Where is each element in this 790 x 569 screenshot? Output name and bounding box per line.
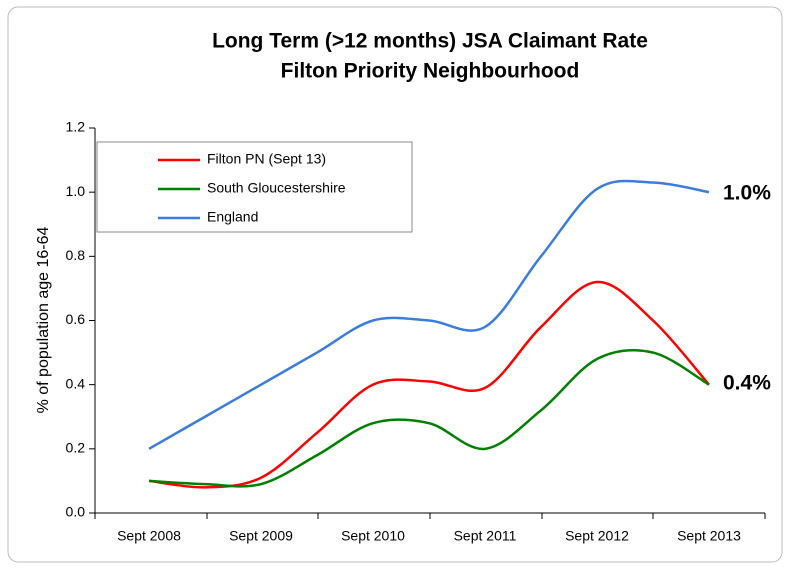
y-tick-label: 1.0 [66, 183, 86, 199]
chart-title: Long Term (>12 months) JSA Claimant Rate [212, 30, 648, 53]
y-tick-label: 0.2 [66, 440, 86, 456]
x-tick-label: Sept 2008 [117, 528, 181, 544]
x-tick-label: Sept 2011 [454, 528, 517, 544]
x-tick-label: Sept 2009 [229, 528, 293, 544]
legend-label: Filton PN (Sept 13) [207, 151, 326, 167]
series-line [148, 179, 710, 450]
x-tick-label: Sept 2013 [677, 528, 741, 544]
chart-title: Filton Priority Neighbourhood [281, 60, 580, 83]
x-axis-ticks [94, 513, 766, 519]
series-line [148, 280, 710, 489]
legend [96, 141, 413, 233]
chart-frame [7, 6, 783, 563]
legend-label: England [207, 209, 258, 225]
annotation: 0.4% [723, 372, 771, 395]
y-tick-label: 1.2 [66, 119, 86, 135]
y-axis-label: % of population age 16-64 [35, 226, 52, 413]
x-tick-label: Sept 2012 [565, 528, 629, 544]
annotation: 1.0% [723, 182, 771, 205]
y-tick-label: 0.8 [66, 247, 86, 263]
series-line [148, 348, 710, 488]
x-tick-label: Sept 2010 [341, 528, 405, 544]
y-tick-label: 0.0 [66, 504, 86, 520]
y-tick-label: 0.6 [66, 311, 86, 327]
y-tick-label: 0.4 [66, 375, 86, 391]
legend-label: South Gloucestershire [207, 180, 346, 196]
